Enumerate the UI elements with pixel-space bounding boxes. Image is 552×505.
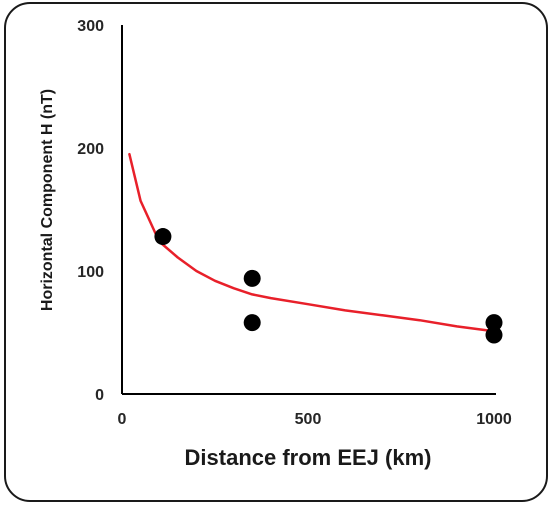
- y-tick-label: 0: [95, 387, 104, 404]
- x-axis-title: Distance from EEJ (km): [185, 445, 432, 470]
- data-point: [485, 314, 503, 332]
- x-tick-label: 1000: [476, 411, 512, 428]
- y-tick-label: 300: [77, 18, 104, 35]
- data-points: [154, 228, 503, 344]
- y-tick-label: 200: [77, 141, 104, 158]
- x-tick-label: 0: [118, 411, 127, 428]
- data-point: [485, 326, 503, 344]
- data-point: [154, 228, 172, 246]
- data-point: [243, 314, 261, 332]
- trendline: [128, 152, 496, 333]
- axes: [121, 25, 496, 395]
- x-tick-label: 500: [295, 411, 322, 428]
- y-tick-label: 100: [77, 264, 104, 281]
- x-tick-labels: 0 500 1000: [118, 411, 512, 428]
- chart-frame: [4, 2, 548, 502]
- y-tick-labels: 0 100 200 300: [77, 18, 104, 404]
- y-axis-title: Horizontal Component H (nT): [39, 89, 56, 311]
- data-point: [243, 269, 261, 287]
